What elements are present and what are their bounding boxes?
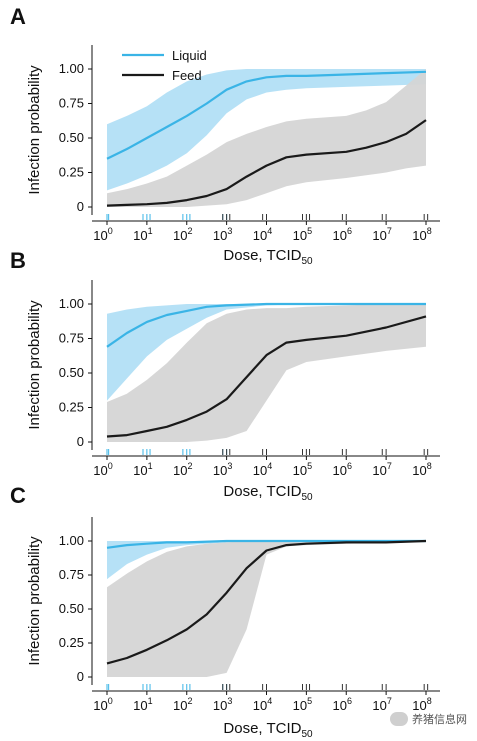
- x-tick-label: 102: [173, 461, 192, 478]
- x-tick-label: 104: [253, 461, 272, 478]
- y-tick-label: 1.00: [59, 533, 84, 548]
- x-tick-label: 106: [333, 226, 352, 243]
- x-tick-label: 100: [93, 226, 112, 243]
- x-tick-label: 101: [133, 226, 152, 243]
- x-axis-title: Dose, TCID50: [223, 247, 313, 267]
- y-tick-label: 0.25: [59, 165, 84, 180]
- panel-letter: C: [10, 483, 26, 508]
- y-axis-title: Infection probability: [26, 65, 43, 195]
- x-tick-label: 104: [253, 226, 272, 243]
- legend-label-feed: Feed: [172, 68, 202, 83]
- y-tick-label: 0: [77, 669, 84, 684]
- x-tick-label: 100: [93, 461, 112, 478]
- line-liquid: [106, 539, 426, 549]
- y-tick-label: 0: [77, 434, 84, 449]
- ci-band-feed: [107, 304, 426, 442]
- x-tick-label: 103: [213, 461, 232, 478]
- y-tick-label: 0.25: [59, 635, 84, 650]
- y-tick-label: 0.75: [59, 567, 84, 582]
- watermark-text: 养猪信息网: [412, 713, 467, 726]
- x-axis-title: Dose, TCID50: [223, 483, 313, 503]
- ci-band-liquid: [107, 304, 426, 401]
- ci-band-feed: [107, 69, 426, 207]
- line-liquid: [106, 302, 426, 348]
- x-tick-label: 105: [293, 461, 312, 478]
- x-tick-label: 107: [372, 696, 391, 713]
- y-tick-label: 0.75: [59, 96, 84, 111]
- y-tick-label: 0.50: [59, 601, 84, 616]
- y-tick-label: 1.00: [59, 61, 84, 76]
- ci-band-liquid: [107, 69, 426, 191]
- y-axis-title: Infection probability: [26, 536, 43, 666]
- x-tick-label: 102: [173, 696, 192, 713]
- x-tick-label: 100: [93, 696, 112, 713]
- x-tick-label: 105: [293, 226, 312, 243]
- y-axis-title: Infection probability: [26, 300, 43, 430]
- x-tick-label: 106: [333, 696, 352, 713]
- x-tick-label: 108: [412, 461, 431, 478]
- panel-a: A 0 0.25 0.50 0.75 1.00 100 101 102 103 104 105 106 1…: [10, 4, 440, 267]
- line-feed: [106, 539, 427, 665]
- x-tick-label: 101: [133, 696, 152, 713]
- panel-letter: A: [10, 4, 26, 29]
- line-feed: [106, 119, 427, 207]
- panel-letter: B: [10, 248, 26, 273]
- legend-label-liquid: Liquid: [172, 48, 207, 63]
- x-tick-label: 103: [213, 696, 232, 713]
- ci-band-feed: [107, 541, 426, 677]
- panel-b: B 0 0.25 0.50 0.75 1.00 100 101 102 103 104 105 106 1…: [10, 248, 440, 503]
- x-axis-title: Dose, TCID50: [223, 720, 313, 740]
- y-tick-label: 0: [77, 199, 84, 214]
- x-tick-label: 106: [333, 461, 352, 478]
- line-liquid: [106, 70, 427, 160]
- y-tick-label: 0.25: [59, 400, 84, 415]
- legend: Liquid Feed: [122, 48, 207, 83]
- x-tick-label: 104: [253, 696, 272, 713]
- line-feed: [106, 315, 427, 438]
- wechat-icon: [390, 712, 408, 726]
- x-tick-label: 105: [293, 696, 312, 713]
- x-tick-label: 103: [213, 226, 232, 243]
- watermark: 养猪信息网: [390, 711, 467, 727]
- x-tick-label: 107: [372, 226, 391, 243]
- x-tick-label: 101: [133, 461, 152, 478]
- y-tick-label: 0.50: [59, 130, 84, 145]
- x-tick-label: 108: [412, 226, 431, 243]
- y-tick-label: 1.00: [59, 296, 84, 311]
- y-tick-label: 0.75: [59, 331, 84, 346]
- y-tick-label: 0.50: [59, 365, 84, 380]
- x-tick-label: 107: [372, 461, 391, 478]
- x-tick-label: 102: [173, 226, 192, 243]
- panel-c: C 0 0.25 0.50 0.75 1.00 100 101 102 103 104 105 106 1…: [10, 483, 440, 740]
